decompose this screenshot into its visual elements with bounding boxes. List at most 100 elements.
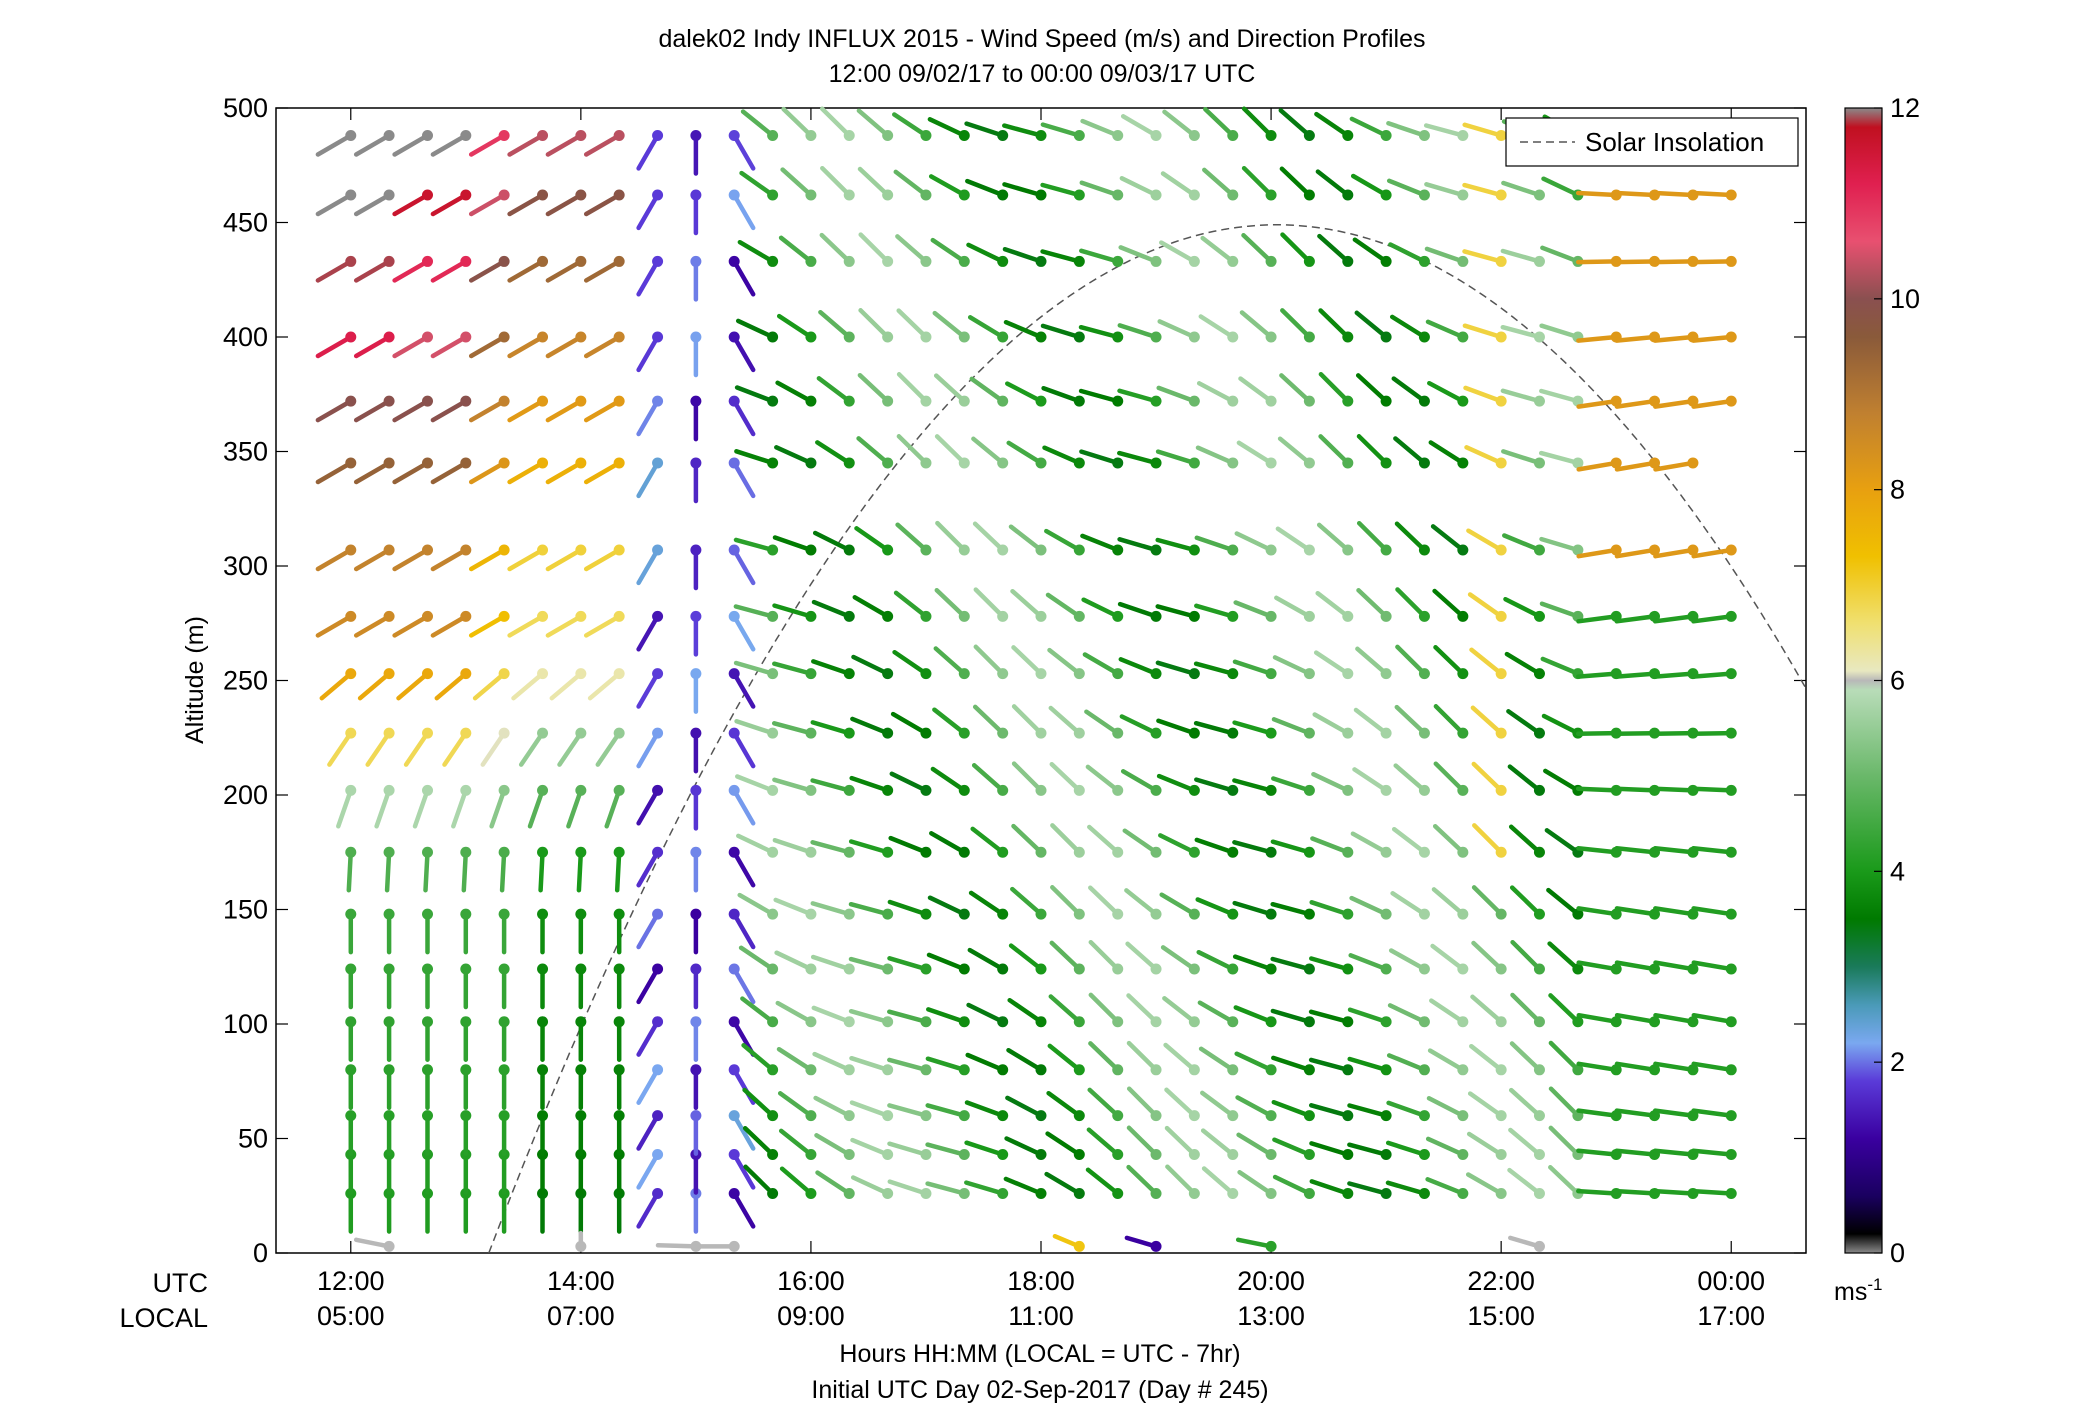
wind-barb-dot: [690, 255, 702, 267]
wind-barb-dot: [1418, 610, 1430, 622]
wind-barb: [1117, 388, 1162, 407]
wind-barb-shaft: [1318, 434, 1351, 466]
wind-barb-dot: [1648, 457, 1660, 469]
wind-barb-shaft: [810, 954, 852, 972]
x-axis-label-day: Initial UTC Day 02-Sep-2017 (Day # 245): [811, 1376, 1268, 1404]
wind-barb-shaft: [315, 614, 354, 638]
wind-barb: [613, 846, 625, 893]
wind-barb-dot: [1418, 846, 1430, 858]
wind-barb-shaft: [315, 547, 354, 572]
wind-barb-dot: [1303, 129, 1315, 141]
wind-barb: [965, 1052, 1009, 1076]
wind-barb-dot: [1073, 189, 1085, 201]
wind-barb-dot: [1265, 1064, 1277, 1076]
wind-barb-dot: [1303, 846, 1315, 858]
wind-barb-dot: [1457, 784, 1469, 796]
wind-barb: [575, 1064, 587, 1111]
wind-barb: [933, 646, 970, 680]
wind-barb-dot: [537, 255, 549, 267]
wind-barb: [1433, 761, 1469, 796]
wind-barb-dot: [1648, 544, 1660, 556]
wind-barb-dot: [383, 189, 395, 201]
wind-barb: [1347, 1142, 1392, 1161]
wind-barb-shaft: [636, 911, 660, 950]
wind-barb: [1501, 449, 1545, 469]
wind-barb-shaft: [925, 1103, 967, 1118]
wind-barb-dot: [575, 963, 587, 975]
wind-barb-shaft: [967, 315, 1005, 340]
wind-barb-shaft: [636, 547, 660, 586]
wind-barb: [925, 1181, 970, 1199]
wind-barb-dot: [958, 1110, 970, 1122]
wind-barb-dot: [1457, 1110, 1469, 1122]
wind-barb-dot: [843, 129, 855, 141]
wind-barb-shaft: [1576, 1061, 1619, 1073]
wind-barb-dot: [1342, 610, 1354, 622]
wind-barb-shaft: [852, 595, 890, 619]
wind-barb-dot: [537, 544, 549, 556]
wind-barb-dot: [460, 129, 472, 141]
wind-barb: [1278, 108, 1315, 141]
wind-barb-dot: [1495, 1149, 1507, 1161]
wind-barb: [971, 436, 1009, 469]
wind-barb-dot: [1150, 129, 1162, 141]
wind-barb: [893, 590, 932, 622]
wind-barb-shaft: [810, 720, 852, 736]
wind-barb-shaft: [1653, 547, 1696, 559]
wind-barb-shaft: [812, 530, 852, 553]
wind-barb-dot: [1303, 727, 1315, 739]
wind-barb: [604, 784, 625, 829]
wind-barb-dot: [690, 1016, 702, 1028]
wind-barb-dot: [920, 668, 932, 680]
wind-barb-shaft: [1575, 259, 1619, 265]
y-tick-label: 400: [223, 322, 268, 352]
wind-barb-dot: [460, 784, 472, 796]
wind-barb-shaft: [849, 1100, 890, 1118]
wind-barb-shaft: [1691, 1108, 1734, 1118]
wind-barb-shaft: [1386, 121, 1427, 138]
wind-barb-dot: [997, 129, 1009, 141]
wind-barb-dot: [1572, 544, 1584, 556]
wind-barb: [1504, 651, 1545, 680]
wind-barb-dot: [1380, 395, 1392, 407]
wind-barb: [460, 1064, 472, 1111]
wind-barb: [969, 376, 1009, 407]
wind-barb: [973, 644, 1009, 680]
wind-barb-dot: [1418, 1016, 1430, 1028]
wind-barb-shaft: [1272, 655, 1312, 676]
wind-barb-shaft: [734, 449, 775, 466]
wind-barb: [353, 395, 395, 423]
legend-label: Solar Insolation: [1585, 127, 1764, 157]
wind-barb-shaft: [1193, 661, 1236, 676]
wind-barb: [1011, 704, 1047, 739]
wind-barb: [460, 908, 472, 955]
wind-barb-shaft: [735, 318, 775, 340]
wind-barb-dot: [997, 395, 1009, 407]
wind-barb: [1691, 906, 1737, 920]
wind-barb: [925, 1142, 970, 1161]
wind-barb: [468, 457, 510, 485]
wind-barb: [811, 659, 855, 680]
wind-barb-shaft: [780, 167, 814, 198]
wind-barb-dot: [1073, 1110, 1085, 1122]
wind-barb: [1428, 440, 1469, 469]
wind-barb: [850, 1175, 894, 1199]
wind-barb-shaft: [1271, 717, 1312, 736]
wind-barb: [1236, 440, 1277, 469]
wind-barb-dot: [613, 846, 625, 858]
wind-barb: [498, 846, 510, 893]
wind-barb-shaft: [1470, 705, 1504, 736]
wind-barb-dot: [1188, 457, 1200, 469]
wind-barb: [392, 457, 434, 485]
wind-barb-dot: [997, 727, 1009, 739]
surface-barb: [693, 1240, 740, 1252]
wind-barb-shaft: [1119, 176, 1159, 198]
wind-barb-shaft: [1044, 528, 1082, 553]
wind-barb-shaft: [1163, 1042, 1197, 1073]
wind-barb-dot: [728, 1187, 740, 1199]
wind-barb-shaft: [971, 763, 1005, 793]
wind-barb-dot: [1572, 395, 1584, 407]
wind-barb-dot: [575, 1064, 587, 1076]
wind-barb-shaft: [403, 730, 430, 767]
